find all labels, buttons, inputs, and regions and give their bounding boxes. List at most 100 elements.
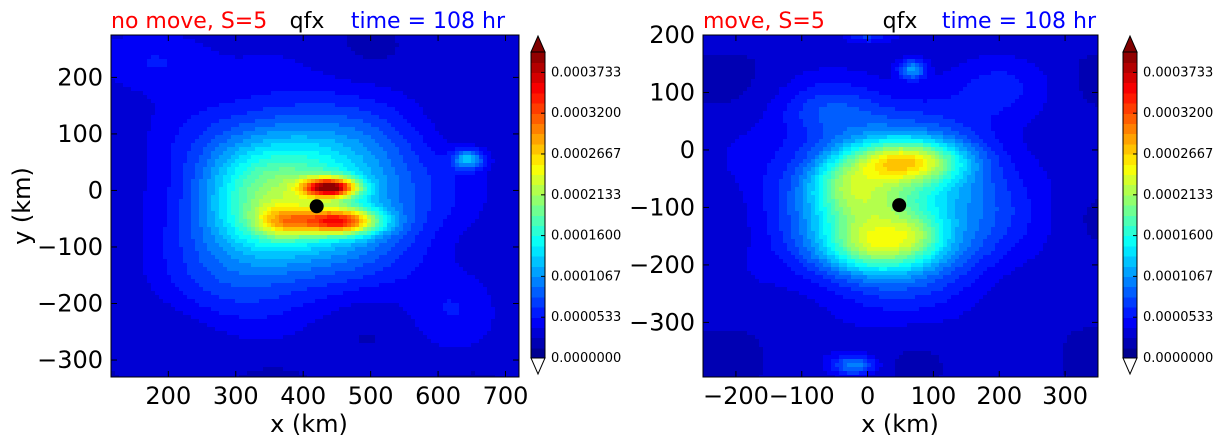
qfx-cell — [199, 67, 203, 71]
qfx-cell — [335, 215, 339, 219]
qfx-cell — [231, 55, 235, 59]
qfx-cell — [127, 155, 131, 159]
qfx-cell — [131, 51, 135, 55]
qfx-cell — [111, 87, 115, 91]
qfx-cell — [403, 171, 407, 175]
qfx-cell — [463, 147, 467, 151]
qfx-cell — [211, 35, 215, 39]
qfx-cell — [371, 43, 375, 47]
qfx-cell — [215, 159, 219, 163]
qfx-cell — [167, 159, 171, 163]
qfx-cell — [451, 99, 455, 103]
qfx-cell — [119, 91, 123, 95]
qfx-cell — [307, 187, 311, 191]
qfx-cell — [491, 63, 495, 67]
qfx-cell — [139, 35, 143, 39]
qfx-cell — [443, 143, 447, 147]
qfx-cell — [423, 75, 427, 79]
qfx-cell — [143, 163, 147, 167]
qfx-cell — [131, 79, 135, 83]
qfx-cell — [399, 119, 403, 123]
qfx-cell — [327, 139, 331, 143]
qfx-cell — [239, 107, 243, 111]
qfx-cell — [327, 35, 331, 39]
qfx-cell — [199, 183, 203, 187]
qfx-cell — [307, 119, 311, 123]
qfx-cell — [235, 151, 239, 155]
qfx-cell — [315, 163, 319, 167]
qfx-cell — [379, 171, 383, 175]
qfx-cell — [135, 51, 139, 55]
qfx-cell — [363, 143, 367, 147]
qfx-cell — [171, 171, 175, 175]
qfx-cell — [259, 35, 263, 39]
qfx-cell — [391, 179, 395, 183]
qfx-cell — [203, 155, 207, 159]
qfx-cell — [195, 207, 199, 211]
qfx-cell — [415, 111, 419, 115]
qfx-cell — [111, 55, 115, 59]
qfx-cell — [295, 119, 299, 123]
qfx-cell — [503, 79, 507, 83]
qfx-cell — [159, 159, 163, 163]
qfx-cell — [399, 219, 403, 223]
qfx-cell — [447, 79, 451, 83]
qfx-cell — [383, 159, 387, 163]
qfx-cell — [275, 67, 279, 71]
qfx-cell — [463, 51, 467, 55]
qfx-cell — [247, 63, 251, 67]
qfx-cell — [123, 199, 127, 203]
qfx-cell — [387, 75, 391, 79]
qfx-cell — [183, 107, 187, 111]
qfx-cell — [211, 83, 215, 87]
qfx-cell — [435, 83, 439, 87]
qfx-cell — [459, 103, 463, 107]
qfx-cell — [499, 171, 503, 175]
qfx-cell — [403, 59, 407, 63]
qfx-cell — [475, 115, 479, 119]
qfx-cell — [139, 223, 143, 227]
qfx-cell — [167, 187, 171, 191]
qfx-cell — [299, 75, 303, 79]
qfx-cell — [363, 107, 367, 111]
qfx-cell — [239, 159, 243, 163]
qfx-cell — [207, 207, 211, 211]
qfx-cell — [355, 131, 359, 135]
qfx-cell — [423, 107, 427, 111]
qfx-cell — [191, 75, 195, 79]
qfx-cell — [455, 67, 459, 71]
qfx-cell — [247, 219, 251, 223]
qfx-cell — [475, 155, 479, 159]
qfx-cell — [283, 155, 287, 159]
qfx-cell — [235, 55, 239, 59]
qfx-cell — [247, 143, 251, 147]
qfx-cell — [119, 207, 123, 211]
qfx-cell — [487, 127, 491, 131]
qfx-cell — [347, 171, 351, 175]
qfx-cell — [175, 35, 179, 39]
qfx-cell — [111, 111, 115, 115]
qfx-cell — [231, 227, 235, 231]
qfx-cell — [291, 87, 295, 91]
qfx-cell — [323, 219, 327, 223]
qfx-cell — [475, 79, 479, 83]
qfx-cell — [219, 219, 223, 223]
qfx-cell — [159, 95, 163, 99]
qfx-cell — [355, 115, 359, 119]
qfx-cell — [307, 55, 311, 59]
qfx-cell — [123, 103, 127, 107]
qfx-cell — [307, 159, 311, 163]
qfx-cell — [119, 167, 123, 171]
qfx-cell — [247, 207, 251, 211]
qfx-cell — [455, 107, 459, 111]
qfx-cell — [495, 159, 499, 163]
qfx-cell — [511, 59, 515, 63]
qfx-cell — [431, 135, 435, 139]
qfx-cell — [275, 179, 279, 183]
qfx-cell — [515, 67, 519, 71]
qfx-cell — [175, 43, 179, 47]
qfx-cell — [135, 55, 139, 59]
qfx-cell — [279, 123, 283, 127]
qfx-cell — [315, 87, 319, 91]
qfx-cell — [403, 195, 407, 199]
